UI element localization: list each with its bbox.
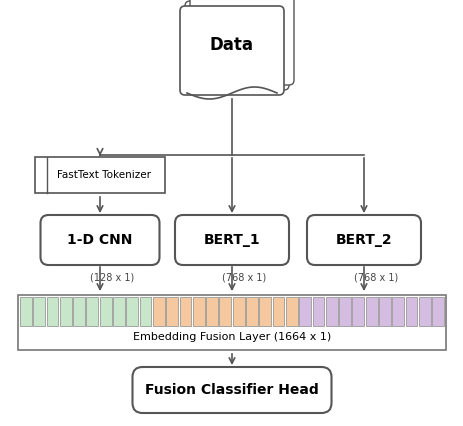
Bar bbox=[60, 297, 71, 325]
Bar bbox=[378, 297, 390, 325]
Text: BERT_2: BERT_2 bbox=[335, 233, 392, 247]
Bar bbox=[312, 297, 324, 325]
Bar bbox=[18, 295, 445, 350]
FancyBboxPatch shape bbox=[40, 215, 159, 265]
Bar bbox=[126, 297, 138, 325]
Bar bbox=[431, 297, 443, 325]
Bar bbox=[259, 297, 270, 325]
Bar bbox=[179, 297, 191, 325]
FancyBboxPatch shape bbox=[132, 367, 331, 413]
Text: (768 x 1): (768 x 1) bbox=[221, 273, 266, 283]
Bar bbox=[113, 297, 125, 325]
Bar bbox=[193, 297, 204, 325]
Bar bbox=[206, 297, 218, 325]
Bar bbox=[219, 297, 231, 325]
Bar bbox=[166, 297, 178, 325]
Text: Embedding Fusion Layer (1664 x 1): Embedding Fusion Layer (1664 x 1) bbox=[132, 332, 331, 342]
Bar bbox=[46, 297, 58, 325]
Bar bbox=[20, 297, 32, 325]
Text: Fusion Classifier Head: Fusion Classifier Head bbox=[145, 383, 318, 397]
Text: Data: Data bbox=[210, 37, 253, 55]
FancyBboxPatch shape bbox=[180, 6, 283, 95]
Bar bbox=[405, 297, 417, 325]
Text: BERT_1: BERT_1 bbox=[203, 233, 260, 247]
Bar bbox=[325, 297, 337, 325]
Bar bbox=[299, 297, 310, 325]
Text: (768 x 1): (768 x 1) bbox=[353, 273, 397, 283]
Bar bbox=[86, 297, 98, 325]
Bar bbox=[338, 297, 350, 325]
Bar bbox=[33, 297, 45, 325]
Bar bbox=[35, 157, 165, 193]
Text: 1-D CNN: 1-D CNN bbox=[67, 233, 132, 247]
FancyBboxPatch shape bbox=[307, 215, 420, 265]
Bar bbox=[418, 297, 430, 325]
Text: (128 x 1): (128 x 1) bbox=[90, 273, 134, 283]
Bar bbox=[285, 297, 297, 325]
Bar bbox=[272, 297, 284, 325]
FancyBboxPatch shape bbox=[175, 215, 288, 265]
Text: FastText Tokenizer: FastText Tokenizer bbox=[57, 170, 150, 180]
Bar bbox=[352, 297, 363, 325]
Bar bbox=[73, 297, 85, 325]
Bar bbox=[100, 297, 111, 325]
Bar bbox=[365, 297, 377, 325]
FancyBboxPatch shape bbox=[185, 1, 288, 90]
Bar bbox=[139, 297, 151, 325]
Bar bbox=[153, 297, 164, 325]
FancyBboxPatch shape bbox=[189, 0, 294, 85]
Bar bbox=[232, 297, 244, 325]
Bar bbox=[245, 297, 257, 325]
Bar bbox=[392, 297, 403, 325]
